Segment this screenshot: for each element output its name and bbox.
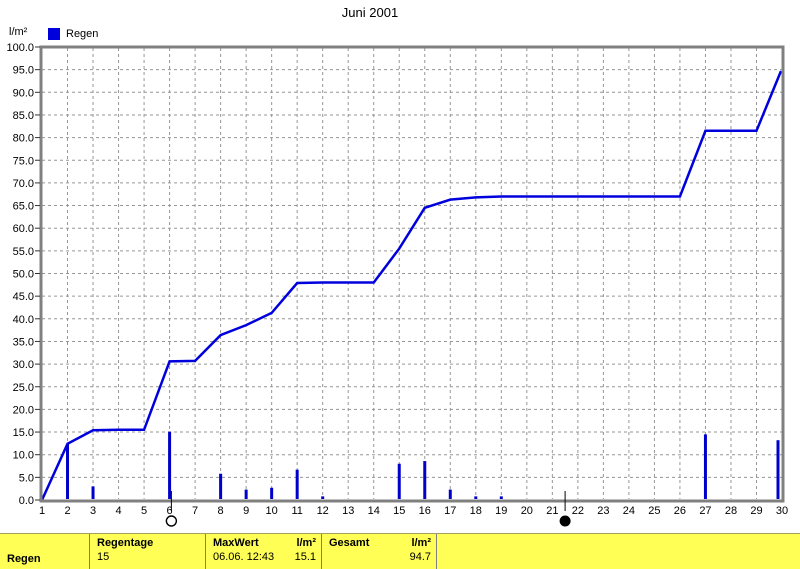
- status-series-name: Regen: [7, 553, 41, 565]
- x-tick-label: 5: [141, 505, 147, 517]
- status-cell-maxwert: MaxWert l/m² 06.06. 12:43 15.1: [205, 534, 321, 569]
- x-tick-label: 27: [699, 505, 711, 517]
- status-cell-empty: [436, 534, 800, 569]
- x-tick-label: 12: [317, 505, 329, 517]
- x-tick-label: 8: [218, 505, 224, 517]
- y-tick-label: 80.0: [13, 133, 34, 145]
- rain-chart: 0.0 5.0 10.0 15.0 20.0 25.0 30.0 35.0 40.0 45.0 50…: [6, 42, 788, 527]
- x-tick-label: 4: [115, 505, 121, 517]
- y-axis-unit-label: l/m²: [9, 26, 28, 38]
- y-tick-label: 55.0: [13, 246, 34, 258]
- legend-label: Regen: [66, 28, 99, 40]
- status-bar: Regen Regentage 15 MaxWert l/m² 06.06. 1…: [0, 533, 800, 569]
- new-moon-icon: [559, 515, 571, 527]
- x-tick-label: 25: [648, 505, 660, 517]
- y-tick-label: 20.0: [13, 404, 34, 416]
- x-tick-label: 15: [393, 505, 405, 517]
- status-cell-regentage: Regentage 15: [89, 534, 205, 569]
- maxwert-header: MaxWert: [213, 537, 259, 549]
- y-tick-label: 15.0: [13, 427, 34, 439]
- cumulative-rain-line: [40, 70, 783, 501]
- y-tick-label: 10.0: [13, 450, 34, 462]
- y-tick-label: 50.0: [13, 269, 34, 281]
- status-cell-gesamt: Gesamt l/m² 94.7: [321, 534, 436, 569]
- x-tick-label: 14: [368, 505, 380, 517]
- x-tick-label: 17: [444, 505, 456, 517]
- legend-color-swatch-icon: [48, 28, 60, 40]
- x-tick-label: 7: [192, 505, 198, 517]
- gesamt-unit: l/m²: [411, 537, 431, 549]
- x-tick-label: 16: [419, 505, 431, 517]
- x-tick-label: 26: [674, 505, 686, 517]
- x-tick-label: 10: [266, 505, 278, 517]
- y-tick-label: 90.0: [13, 87, 34, 99]
- x-tick-label: 21: [546, 505, 558, 517]
- x-tick-label: 22: [572, 505, 584, 517]
- y-tick-label: 60.0: [13, 223, 34, 235]
- y-tick-label: 75.0: [13, 155, 34, 167]
- x-tick-label: 23: [597, 505, 609, 517]
- y-tick-label: 70.0: [13, 178, 34, 190]
- y-tick-label: 65.0: [13, 201, 34, 213]
- x-tick-label: 2: [64, 505, 70, 517]
- y-tick-label: 95.0: [13, 65, 34, 77]
- x-tick-label: 6: [167, 505, 173, 517]
- regentage-header: Regentage: [97, 537, 154, 549]
- x-tick-label: 28: [725, 505, 737, 517]
- y-tick-label: 45.0: [13, 291, 34, 303]
- maxwert-unit: l/m²: [296, 537, 316, 549]
- y-tick-label: 100.0: [6, 42, 34, 54]
- x-tick-label: 11: [291, 505, 302, 517]
- chart-legend: Regen: [48, 28, 98, 40]
- regentage-value: 15: [97, 551, 110, 563]
- status-cell-series: Regen: [0, 534, 89, 569]
- y-tick-label: 35.0: [13, 336, 34, 348]
- x-tick-label: 13: [342, 505, 354, 517]
- y-tick-label: 25.0: [13, 382, 34, 394]
- gesamt-amount: 94.7: [409, 551, 431, 563]
- y-tick-label: 5.0: [19, 472, 34, 484]
- x-tick-label: 18: [470, 505, 482, 517]
- x-tick-label: 20: [521, 505, 533, 517]
- x-tick-label: 3: [90, 505, 96, 517]
- plot-border: [39, 45, 785, 503]
- x-tick-label: 24: [623, 505, 635, 517]
- maxwert-datetime: 06.06. 12:43: [213, 551, 275, 563]
- y-tick-label: 0.0: [19, 495, 34, 507]
- gesamt-header: Gesamt: [329, 537, 370, 549]
- chart-title: Juni 2001: [341, 5, 399, 20]
- y-tick-label: 30.0: [13, 359, 34, 371]
- x-tick-label: 30: [776, 505, 788, 517]
- y-tick-label: 40.0: [13, 314, 34, 326]
- x-tick-label: 1: [39, 505, 45, 517]
- full-moon-icon: [165, 515, 178, 527]
- maxwert-amount: 15.1: [294, 551, 316, 563]
- y-tick-label: 85.0: [13, 110, 34, 122]
- x-tick-label: 19: [495, 505, 507, 517]
- x-tick-label: 29: [750, 505, 762, 517]
- x-tick-label: 9: [243, 505, 249, 517]
